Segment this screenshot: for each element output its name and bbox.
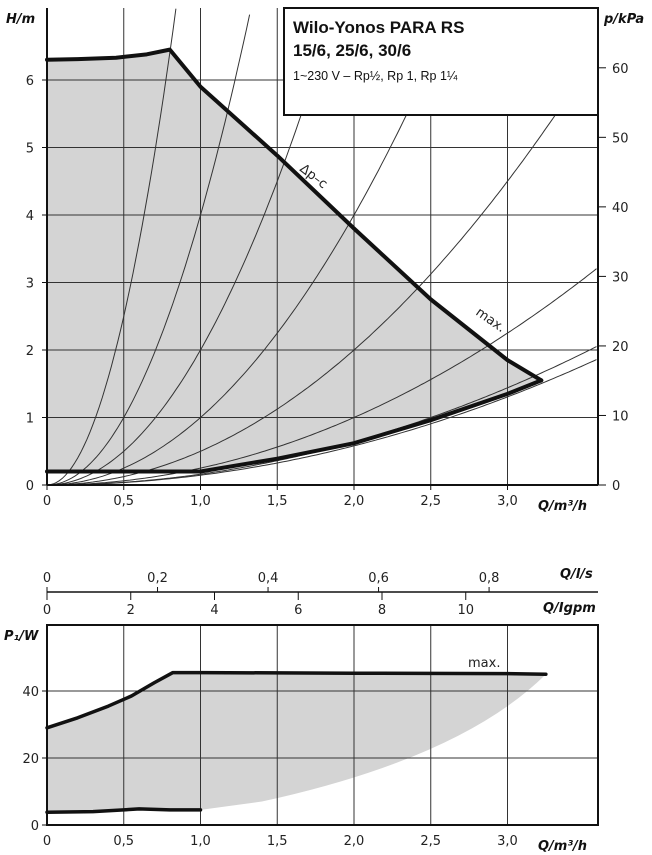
flow-igpm-tick-label: 8 <box>378 603 386 618</box>
x-axis-label-bottom: Q/m³/h <box>538 839 587 854</box>
flow-ls-tick-label: 0,2 <box>147 571 168 586</box>
top-y-tick-label: 5 <box>26 142 34 157</box>
flow-ls-tick-label: 0 <box>43 571 51 586</box>
top-x-tick-label: 2,5 <box>420 494 441 509</box>
bottom-y-tick-label: 40 <box>22 685 39 700</box>
flow-igpm-tick-label: 6 <box>294 603 302 618</box>
top-x-tick-label: 0 <box>43 494 51 509</box>
top-y-tick-label: 2 <box>26 344 34 359</box>
flow-ls-axis-label: Q/l/s <box>560 567 593 582</box>
bottom-x-tick-label: 2,5 <box>420 834 441 849</box>
top-x-tick-label: 0,5 <box>113 494 134 509</box>
top-y2-tick-label: 10 <box>612 409 629 424</box>
bottom-min-curve <box>45 807 203 815</box>
y2-axis-label-pressure: p/kPa <box>603 12 644 27</box>
top-min-curve <box>45 378 544 474</box>
top-y2-tick-label: 30 <box>612 270 629 285</box>
x-axis-label-top: Q/m³/h <box>538 499 587 514</box>
top-x-tick-label: 3,0 <box>497 494 518 509</box>
bottom-x-tick-label: 0,5 <box>113 834 134 849</box>
bottom-frame <box>46 624 599 826</box>
bottom-x-tick-label: 1,0 <box>190 834 211 849</box>
flow-ls-tick-label: 0,6 <box>368 571 389 586</box>
top-x-tick-label: 1,0 <box>190 494 211 509</box>
flow-igpm-tick-label: 0 <box>43 603 51 618</box>
top-max-curve <box>45 47 544 383</box>
top-y-tick-label: 1 <box>26 412 34 427</box>
flow-ls-tick-label: 0,8 <box>479 571 500 586</box>
bottom-max-curve <box>45 670 548 730</box>
bottom-x-tick-label: 3,0 <box>497 834 518 849</box>
top-y-tick-label: 3 <box>26 277 34 292</box>
top-y-tick-label: 6 <box>26 74 34 89</box>
top-y2-tick-label: 60 <box>612 62 629 77</box>
bottom-x-tick-label: 1,5 <box>267 834 288 849</box>
top-y2-tick-label: 20 <box>612 340 629 355</box>
top-y2-tick-label: 0 <box>612 479 620 494</box>
chart-title: Wilo-Yonos PARA RS <box>293 18 464 37</box>
bottom-x-tick-label: 2,0 <box>344 834 365 849</box>
top-y-tick-label: 4 <box>26 209 34 224</box>
max-annotation-top: max. <box>473 305 508 336</box>
flow-igpm-tick-label: 2 <box>127 603 135 618</box>
y-axis-label-head: H/m <box>6 12 35 27</box>
flow-igpm-tick-label: 4 <box>210 603 218 618</box>
chart-subtitle: 15/6, 25/6, 30/6 <box>293 41 411 60</box>
chart-supply-note: 1~230 V – Rp½, Rp 1, Rp 1¼ <box>293 69 458 83</box>
top-x-tick-label: 1,5 <box>267 494 288 509</box>
flow-igpm-tick-label: 10 <box>457 603 474 618</box>
flow-ls-tick-label: 0,4 <box>258 571 279 586</box>
bottom-y-tick-label: 20 <box>22 752 39 767</box>
bottom-x-tick-label: 0 <box>43 834 51 849</box>
title-box <box>283 7 599 116</box>
y-axis-label-power: P₁/W <box>4 629 39 644</box>
bottom-y-tick-label: 0 <box>31 819 39 834</box>
top-y2-tick-label: 50 <box>612 131 629 146</box>
top-x-tick-label: 2,0 <box>344 494 365 509</box>
top-y-tick-label: 0 <box>26 479 34 494</box>
max-annotation-bottom: max. <box>468 656 500 671</box>
system-curve-line <box>47 268 597 486</box>
system-curve-line <box>47 359 597 486</box>
top-y2-tick-label: 40 <box>612 201 629 216</box>
flow-igpm-axis-label: Q/Igpm <box>543 601 596 616</box>
bottom-operating-area <box>47 672 546 813</box>
top-operating-area <box>47 49 542 472</box>
